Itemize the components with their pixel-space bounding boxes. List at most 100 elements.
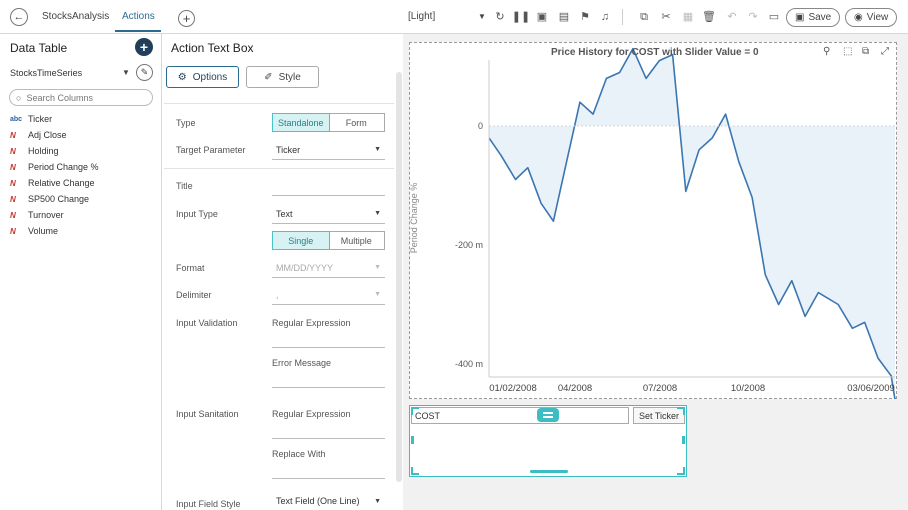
column-item[interactable]: N Adj Close [10, 127, 160, 143]
view-button[interactable]: ◉ View [845, 8, 898, 27]
input-type-select[interactable]: Text ▼ [272, 204, 385, 224]
snapshot-icon[interactable]: ▣ [536, 10, 548, 23]
save-button-label: Save [808, 12, 832, 23]
single-option[interactable]: Single [272, 231, 330, 250]
delete-trash-icon[interactable]: 🗑 [702, 10, 716, 23]
resize-corner-bottom-left[interactable] [411, 467, 419, 475]
redo-icon[interactable]: ↷ [748, 10, 758, 23]
style-label: Style [278, 71, 301, 83]
add-column-plus-icon[interactable]: + [135, 38, 153, 56]
style-button[interactable]: ✐ Style [246, 66, 319, 88]
input-type-label: Input Type [176, 209, 218, 219]
add-tab-plus-icon[interactable]: + [178, 10, 195, 27]
error-message-label: Error Message [272, 358, 332, 368]
expand-icon[interactable]: ⤢ [881, 46, 889, 57]
numeric-type-icon: N [10, 130, 16, 140]
export-icon[interactable]: ⧉ [862, 46, 870, 57]
column-item[interactable]: N Relative Change [10, 175, 160, 191]
resize-handle-bottom[interactable] [530, 470, 568, 473]
paste-clipboard-icon[interactable]: ▦ [682, 10, 694, 23]
delimiter-select[interactable]: , ▼ [272, 285, 385, 305]
target-parameter-select[interactable]: Ticker ▼ [272, 140, 385, 160]
resize-corner-top-left[interactable] [411, 407, 419, 415]
x-tick-label: 01/02/2008 [489, 383, 537, 394]
brush-icon: ✐ [264, 71, 273, 83]
input-field-style-label: Input Field Style [176, 499, 241, 509]
column-item[interactable]: N Period Change % [10, 159, 160, 175]
search-icon[interactable]: ⚲ [823, 46, 831, 57]
replace-with-input[interactable] [272, 459, 385, 479]
x-tick-label: 04/2008 [558, 383, 592, 394]
search-icon: ○ [16, 92, 22, 103]
search-columns-box[interactable]: ○ [9, 89, 153, 106]
column-name: Adj Close [28, 130, 67, 140]
column-name: Relative Change [28, 178, 95, 188]
properties-scrollbar[interactable] [396, 72, 402, 482]
column-item[interactable]: N Holding [10, 143, 160, 159]
error-message-input[interactable] [272, 368, 385, 388]
resize-corner-bottom-right[interactable] [677, 467, 685, 475]
comment-icon[interactable]: ▭ [768, 10, 780, 23]
select-region-icon[interactable]: ⬚ [843, 46, 853, 57]
text-type-icon: abc [10, 115, 23, 123]
multiple-option[interactable]: Multiple [340, 235, 372, 246]
data-source-caret-icon[interactable]: ▼ [122, 68, 130, 77]
data-source-select[interactable]: StocksTimeSeries [10, 68, 83, 78]
pause-icon[interactable]: ❚❚ [511, 10, 531, 23]
edit-pencil-icon[interactable]: ✎ [136, 64, 153, 81]
theme-select[interactable]: [Light] [408, 11, 436, 22]
divider [164, 168, 394, 169]
set-ticker-button[interactable]: Set Ticker [633, 407, 685, 424]
back-arrow-icon[interactable]: ← [10, 8, 28, 26]
title-input[interactable] [272, 176, 385, 196]
price-history-chart: 0 -200 m -400 m 01/02/2008 04/2008 07/2008 10/… [409, 47, 896, 399]
active-tab-indicator [115, 30, 161, 32]
series-line[interactable] [488, 47, 896, 399]
tab-stocksanalysis[interactable]: StocksAnalysis [42, 11, 110, 22]
cut-scissors-icon[interactable]: ✂ [661, 10, 671, 23]
plot-area [488, 47, 896, 399]
pdf-export-icon[interactable]: ▤ [558, 10, 570, 23]
target-parameter-label: Target Parameter [176, 145, 246, 155]
form-option[interactable]: Form [345, 117, 367, 128]
y-tick-label: 0 [478, 121, 483, 131]
x-tick-label: 10/2008 [731, 383, 765, 394]
numeric-type-icon: N [10, 146, 16, 156]
chevron-down-icon: ▼ [374, 264, 381, 271]
resize-corner-top-right[interactable] [677, 407, 685, 415]
panel-title: Action Text Box [171, 41, 254, 55]
sanitation-regex-input[interactable] [272, 419, 385, 439]
regex-input[interactable] [272, 328, 385, 348]
chevron-down-icon: ▼ [374, 291, 381, 298]
duplicate-icon[interactable]: ⧉ [640, 10, 648, 23]
search-columns-input[interactable] [26, 92, 137, 103]
column-item[interactable]: N Turnover [10, 207, 160, 223]
title-label: Title [176, 181, 193, 191]
resize-edge-left[interactable] [411, 436, 414, 444]
column-item[interactable]: N SP500 Change [10, 191, 160, 207]
ticker-input[interactable] [411, 407, 629, 424]
bookmark-icon[interactable]: ⚑ [580, 10, 590, 23]
refresh-icon[interactable]: ↻ [495, 10, 505, 23]
tab-actions[interactable]: Actions [122, 11, 155, 22]
delimiter-value: , [276, 289, 279, 300]
numeric-type-icon: N [10, 194, 16, 204]
divider [164, 103, 394, 104]
standalone-option[interactable]: Standalone [272, 113, 330, 132]
options-button[interactable]: ⚙ Options [166, 66, 239, 88]
column-item[interactable]: N Volume [10, 223, 160, 239]
save-button[interactable]: ▣ Save [786, 8, 841, 27]
x-tick-label: 07/2008 [643, 383, 677, 394]
numeric-type-icon: N [10, 226, 16, 236]
format-select[interactable]: MM/DD/YYYY ▼ [272, 258, 385, 278]
input-field-style-select[interactable]: Text Field (One Line) ▼ [272, 494, 385, 508]
eye-icon: ◉ [854, 12, 863, 23]
column-item[interactable]: abc Ticker [10, 111, 160, 127]
column-list: abc Ticker N Adj Close N Holding N Period Ch… [10, 111, 160, 239]
undo-icon[interactable]: ↶ [727, 10, 737, 23]
theme-caret-icon[interactable]: ▼ [478, 12, 486, 21]
delimiter-label: Delimiter [176, 290, 212, 300]
alert-bell-icon[interactable]: ♫ [600, 10, 610, 23]
resize-edge-right[interactable] [682, 436, 685, 444]
drag-handle-icon[interactable] [537, 408, 559, 422]
